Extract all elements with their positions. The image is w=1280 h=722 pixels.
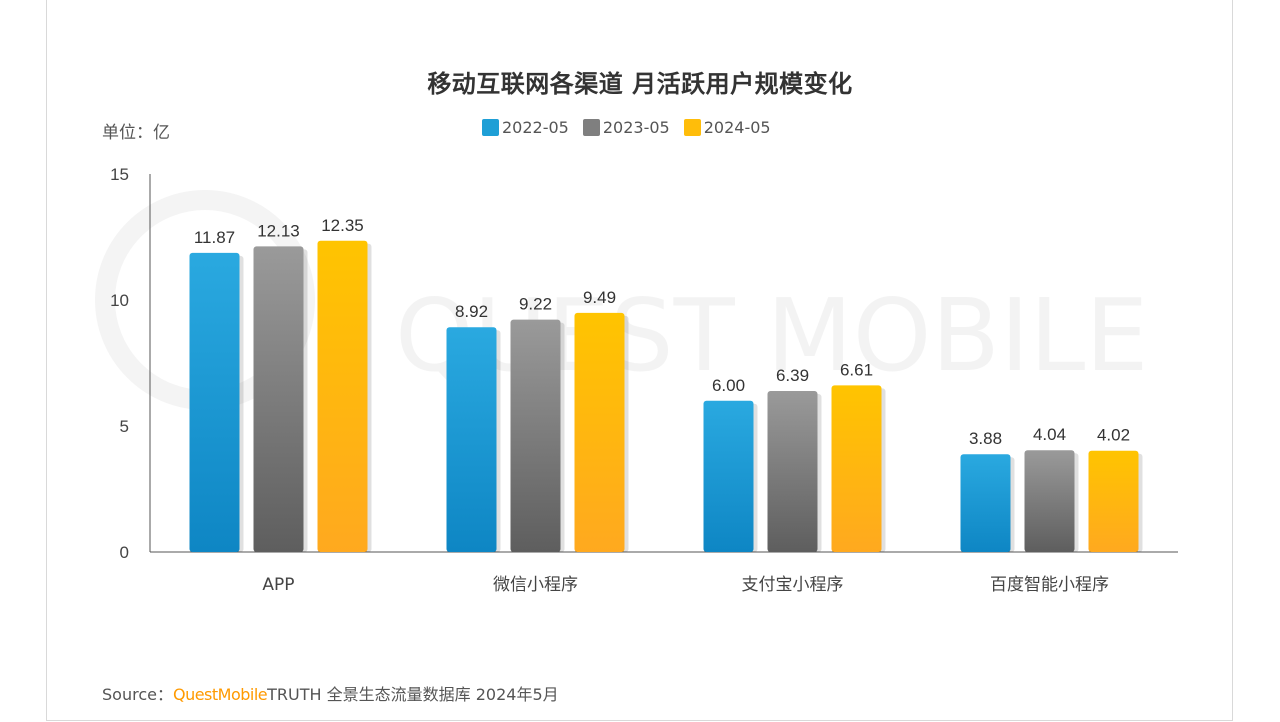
data-label: 12.35 xyxy=(321,216,364,235)
x-category-label: APP xyxy=(262,575,294,595)
data-label: 9.22 xyxy=(519,295,552,314)
chart-frame xyxy=(46,0,1233,721)
bar-2023-05-2 xyxy=(767,390,818,552)
bar-2022-05-1 xyxy=(446,327,497,552)
bar-2024-05-3 xyxy=(1088,450,1139,552)
data-label: 4.02 xyxy=(1097,426,1130,445)
source-suffix: TRUTH 全景生态流量数据库 2024年5月 xyxy=(267,685,559,704)
legend-item-2024: 2024-05 xyxy=(683,118,771,137)
data-label: 12.13 xyxy=(257,221,300,240)
data-label: 4.04 xyxy=(1033,425,1066,444)
watermark-text: QUEST MOBILE xyxy=(395,277,1148,394)
bar-2023-05-0 xyxy=(253,246,304,552)
data-label: 6.39 xyxy=(776,366,809,385)
legend-swatch-2023 xyxy=(582,119,600,136)
legend-item-2023: 2023-05 xyxy=(582,118,670,137)
y-tick-label: 15 xyxy=(110,165,129,184)
legend-swatch-2024 xyxy=(683,119,701,136)
data-label: 6.00 xyxy=(712,376,745,395)
bar-2024-05-0 xyxy=(317,240,368,552)
x-category-label: 微信小程序 xyxy=(493,575,578,595)
data-label: 3.88 xyxy=(969,429,1002,448)
legend-label-2022: 2022-05 xyxy=(502,118,569,137)
bar-2024-05-2 xyxy=(831,385,882,552)
y-tick-label: 5 xyxy=(120,417,129,436)
bar-2024-05-1 xyxy=(574,312,625,552)
bars-layer xyxy=(189,240,1143,552)
labels-layer: 11.87 12.13 12.35 APP 8.92 9.22 9.49 微信小程序 6.00 6… xyxy=(194,216,1130,595)
data-label: 9.49 xyxy=(583,288,616,307)
bar-2023-05-1 xyxy=(510,319,561,552)
source-prefix: Source： xyxy=(102,685,173,704)
bar-2022-05-0 xyxy=(189,252,240,552)
y-tick-label: 10 xyxy=(110,291,129,310)
legend-item-2022: 2022-05 xyxy=(482,118,569,137)
bar-2022-05-3 xyxy=(960,454,1011,552)
legend-swatch-2022 xyxy=(482,119,499,136)
legend: 2022-05 2023-05 2024-05 xyxy=(482,118,771,137)
data-label: 11.87 xyxy=(194,228,235,247)
source-line: Source：QuestMobileTRUTH 全景生态流量数据库 2024年5… xyxy=(102,681,559,705)
x-category-label: 支付宝小程序 xyxy=(742,575,844,595)
legend-label-2024: 2024-05 xyxy=(703,118,771,137)
chart-title: 移动互联网各渠道 月活跃用户规模变化 xyxy=(427,70,853,98)
x-category-label: 百度智能小程序 xyxy=(990,575,1109,595)
source-brand: QuestMobile xyxy=(172,685,268,704)
unit-label: 单位：亿 xyxy=(102,123,170,143)
y-tick-label: 0 xyxy=(120,543,129,562)
bar-2023-05-3 xyxy=(1024,450,1075,552)
bar-2022-05-2 xyxy=(703,400,754,552)
data-label: 8.92 xyxy=(455,302,488,321)
legend-label-2023: 2023-05 xyxy=(602,118,670,137)
data-label: 6.61 xyxy=(840,360,873,379)
